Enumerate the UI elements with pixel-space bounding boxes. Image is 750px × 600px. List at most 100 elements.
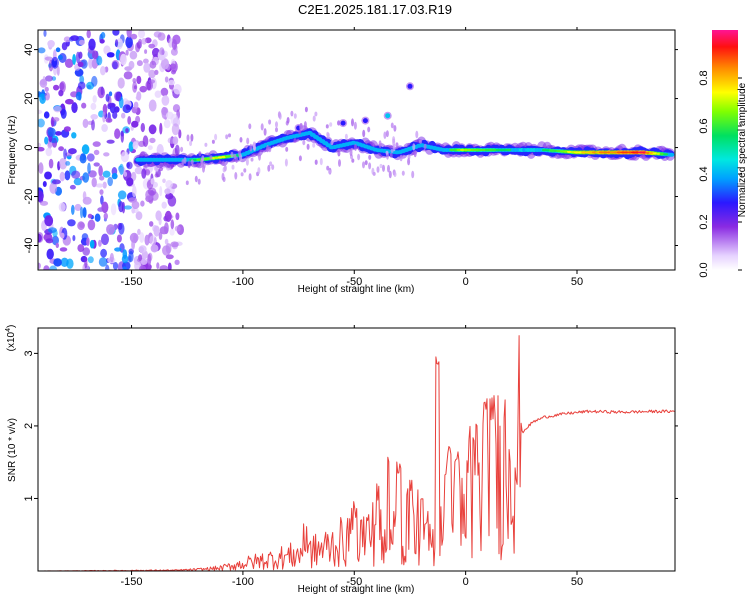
colorbar-tick-label: 0.8 <box>698 70 710 85</box>
spread-blob <box>243 168 247 173</box>
spread-blob <box>248 123 252 130</box>
ridge-core <box>449 148 455 152</box>
noise-blob <box>106 52 115 58</box>
noise-blob <box>165 254 174 260</box>
spread-blob <box>337 150 341 157</box>
noise-blob <box>172 136 179 145</box>
colorbar-tick-label: 0.4 <box>698 166 710 181</box>
spread-blob <box>364 160 368 166</box>
spread-blob <box>246 137 250 145</box>
noise-blob <box>147 145 153 151</box>
noise-blob <box>121 112 126 119</box>
ridge-core <box>581 151 587 154</box>
noise-blob <box>65 98 74 105</box>
spread-blob <box>204 142 208 147</box>
spread-blob <box>290 110 294 117</box>
spread-blob <box>222 176 226 182</box>
spread-blob <box>367 126 371 133</box>
noise-blob <box>39 93 46 104</box>
top-y-tick-label: 20 <box>23 92 35 104</box>
noise-blob <box>138 245 147 253</box>
noise-blob <box>43 265 50 270</box>
spread-blob <box>266 144 270 153</box>
spread-blob <box>268 146 272 153</box>
noise-blob <box>87 256 94 264</box>
noise-blob <box>82 247 90 256</box>
ridge-core <box>591 151 597 154</box>
noise-blob <box>130 33 138 40</box>
spread-blob <box>271 164 275 170</box>
noise-blob <box>42 75 46 86</box>
noise-blob <box>39 200 49 206</box>
noise-blob <box>143 62 151 73</box>
bottom-x-tick-label: -50 <box>346 576 362 588</box>
noise-blob <box>57 54 63 61</box>
spread-blob <box>298 129 302 135</box>
noise-blob <box>51 235 60 246</box>
noise-blob <box>38 118 45 128</box>
ridge-core <box>631 151 637 154</box>
noise-blob <box>91 177 97 188</box>
noise-blob <box>58 146 64 152</box>
noise-blob <box>44 215 54 227</box>
spread-blob <box>385 150 389 155</box>
noise-blob <box>44 171 52 180</box>
spread-blob <box>379 163 383 169</box>
noise-blob <box>157 32 166 41</box>
noise-blob <box>159 186 163 197</box>
top-y-tick-label: -40 <box>23 238 35 254</box>
noise-blob <box>97 86 105 99</box>
spread-blob <box>304 106 308 113</box>
noise-blob <box>90 102 97 110</box>
noise-blob <box>126 30 132 38</box>
spread-blob <box>349 148 353 157</box>
ridge-core <box>481 148 487 152</box>
noise-blob <box>105 93 110 102</box>
noise-blob <box>136 60 143 67</box>
noise-blob <box>101 233 109 245</box>
ridge-core <box>584 151 590 154</box>
noise-blob <box>88 38 96 51</box>
noise-blob <box>55 242 59 248</box>
spread-blob <box>186 134 190 142</box>
spread-blob <box>389 152 393 158</box>
bottom-y-tick-label: 2 <box>23 423 35 429</box>
noise-blob <box>73 177 82 186</box>
noise-blob <box>77 244 85 253</box>
noise-blob <box>60 108 67 119</box>
noise-blob <box>137 228 141 235</box>
noise-blob <box>154 90 162 98</box>
ridge-core <box>616 151 622 154</box>
noise-blob <box>174 259 180 265</box>
noise-blob <box>80 206 84 219</box>
noise-blob <box>51 179 61 185</box>
spread-blob <box>412 143 416 151</box>
spread-blob <box>329 122 333 127</box>
noise-blob <box>87 219 96 231</box>
spread-blob <box>419 139 422 144</box>
spread-blob <box>393 124 397 132</box>
spread-blob <box>393 171 397 177</box>
noise-blob <box>58 158 68 170</box>
spread-blob <box>337 120 340 126</box>
noise-blob <box>167 262 172 270</box>
noise-blob <box>100 248 107 258</box>
noise-blob <box>110 203 117 216</box>
noise-blob <box>72 235 76 242</box>
noise-blob <box>49 182 58 194</box>
branch-mark <box>340 120 346 126</box>
noise-blob <box>99 175 105 181</box>
noise-blob <box>109 252 114 263</box>
noise-blob <box>145 169 151 176</box>
noise-blob <box>43 30 47 37</box>
noise-blob <box>129 232 139 243</box>
noise-blob <box>149 235 157 246</box>
noise-blob <box>77 61 84 67</box>
noise-blob <box>141 38 147 45</box>
noise-blob <box>44 136 49 145</box>
spread-blob <box>258 152 261 161</box>
noise-blob <box>132 185 137 198</box>
noise-blob <box>77 221 85 231</box>
noise-blob <box>93 162 100 167</box>
noise-blob <box>99 189 104 195</box>
